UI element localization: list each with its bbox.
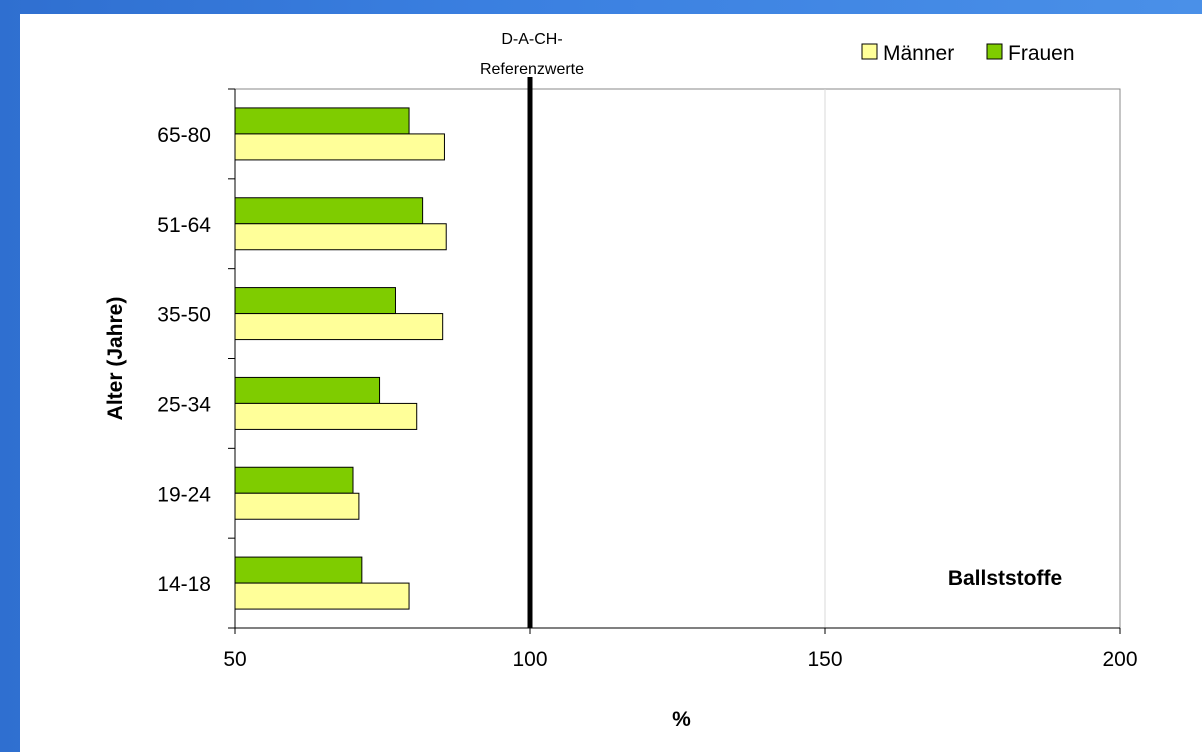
y-tick-label: 65-80 (157, 124, 211, 147)
legend-label-frauen: Frauen (1008, 42, 1075, 65)
bar-frauen-35-50 (234, 287, 396, 315)
x-tick-label: 200 (1102, 648, 1137, 671)
legend-label-maenner: Männer (883, 42, 954, 65)
bar-mnner-35-50 (234, 313, 444, 341)
bar-mnner-14-18 (234, 582, 410, 610)
axis-layer: 50 100 150 200 65-80 51-64 35-50 25-34 19-24 14-1… (157, 77, 1138, 671)
reference-line-label: Referenzwerte (480, 61, 584, 78)
bar-chart: 50 100 150 200 65-80 51-64 35-50 25-34 19-24 14-1… (104, 31, 1138, 731)
legend-swatch-frauen (986, 43, 1003, 60)
bar-frauen-65-80 (234, 107, 410, 135)
x-tick-label: 150 (807, 648, 842, 671)
y-tick-label: 35-50 (157, 304, 211, 327)
grid-layer (234, 88, 1121, 629)
y-tick-label: 14-18 (157, 573, 211, 596)
y-tick-label: 19-24 (157, 483, 211, 506)
y-axis-title: Alter (Jahre) (104, 297, 127, 421)
bar-mnner-65-80 (234, 133, 445, 161)
chart-slide: 50 100 150 200 65-80 51-64 35-50 25-34 19-24 14-1… (20, 14, 1202, 752)
bar-frauen-51-64 (234, 197, 424, 225)
y-tick-label: 25-34 (157, 393, 211, 416)
bar-frauen-25-34 (234, 376, 381, 404)
reference-line-label: D-A-CH- (501, 31, 562, 48)
plot-area-border (234, 88, 1121, 629)
bar-frauen-19-24 (234, 466, 354, 494)
chart-annotation: Ballststoffe (948, 567, 1062, 590)
x-tick-label: 100 (512, 648, 547, 671)
bar-mnner-25-34 (234, 402, 418, 430)
bar-mnner-19-24 (234, 492, 360, 520)
bar-frauen-14-18 (234, 556, 363, 584)
bar-mnner-51-64 (234, 223, 447, 251)
legend: Männer Frauen (861, 42, 1075, 65)
legend-swatch-maenner (861, 43, 878, 60)
x-tick-label: 50 (223, 648, 246, 671)
x-axis-title: % (672, 708, 691, 731)
bar-layer (234, 107, 447, 610)
y-tick-label: 51-64 (157, 214, 211, 237)
